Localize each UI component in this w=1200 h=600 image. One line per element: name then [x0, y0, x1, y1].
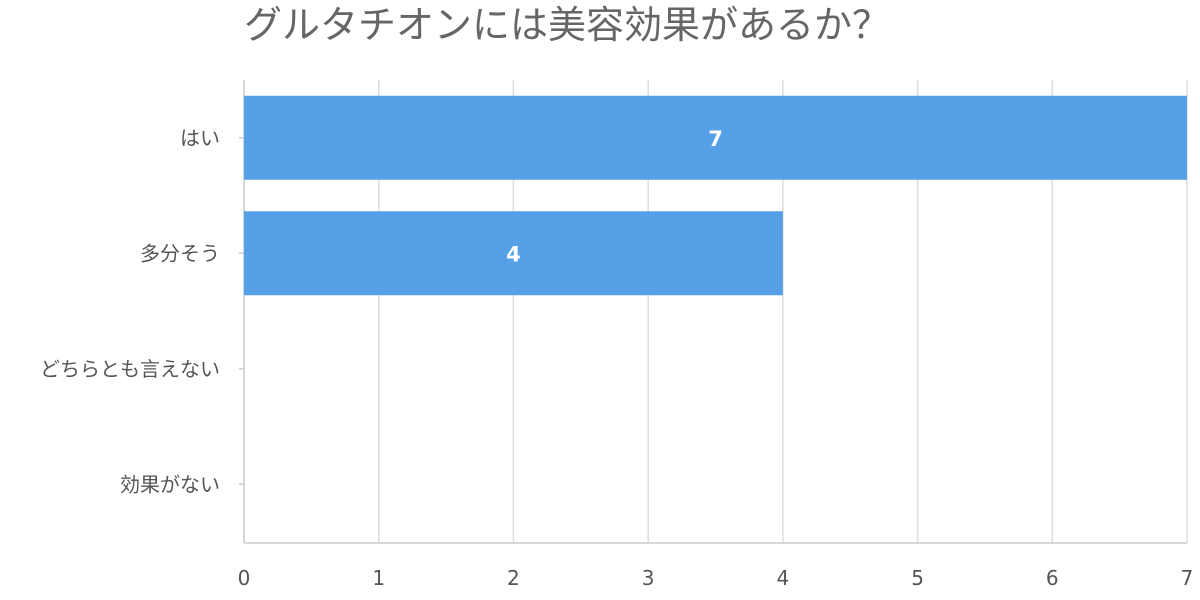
bar-1	[244, 211, 783, 296]
category-label: はい	[180, 126, 220, 150]
x-tick-label: 0	[238, 566, 251, 590]
x-tick-label: 1	[372, 566, 385, 590]
data-labels: 74	[506, 127, 723, 267]
bars	[244, 95, 1187, 296]
x-tick-label: 3	[642, 566, 655, 590]
data-label: 7	[708, 127, 723, 151]
x-tick-label: 2	[507, 566, 520, 590]
x-tick-label: 6	[1046, 566, 1059, 590]
chart-title: グルタチオンには美容効果があるか？	[244, 3, 891, 47]
bar-0	[244, 95, 1187, 180]
x-tick-label: 5	[911, 566, 924, 590]
x-tick-label: 4	[776, 566, 789, 590]
x-tick-label: 7	[1181, 566, 1194, 590]
category-label: 多分そう	[140, 241, 220, 265]
category-label: 効果がない	[120, 472, 220, 496]
category-label: どちらとも言えない	[40, 357, 220, 381]
x-axis-tick-labels: 0 1 2 3 4 5 6 7	[238, 566, 1194, 590]
data-label: 4	[506, 242, 521, 266]
